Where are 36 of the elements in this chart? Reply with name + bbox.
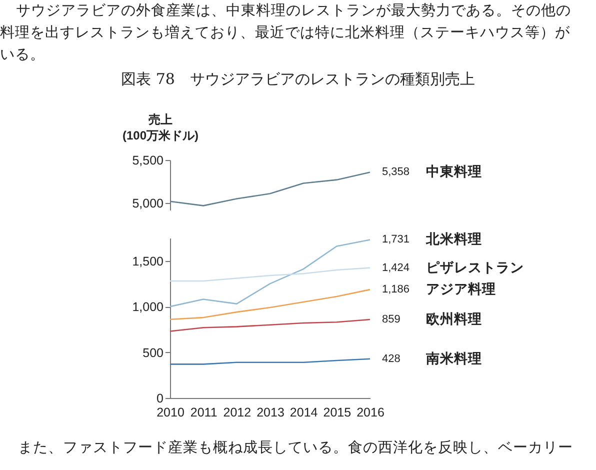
text: ピザレストラン bbox=[426, 260, 524, 276]
line-series bbox=[169, 172, 371, 206]
line-series bbox=[169, 267, 371, 282]
data-label: 1,424 bbox=[382, 262, 410, 274]
data-label: 1,731 bbox=[382, 234, 410, 246]
x-tick-label: 2012 bbox=[223, 406, 252, 420]
data-label: 5,358 bbox=[382, 166, 410, 178]
y-tick-label: 0 bbox=[156, 392, 164, 406]
text: サウジアラビアの外食産業は、中東料理のレストランが最大勢力である。その他の bbox=[15, 2, 572, 21]
x-tick-label: 2013 bbox=[256, 406, 284, 420]
y-axis-title: 売上 (100万米ドル) bbox=[122, 112, 199, 142]
chart-title: 図表 78 サウジアラビアのレストランの種類別売上 bbox=[120, 70, 476, 89]
text: 欧州料理 bbox=[426, 311, 482, 328]
line-series bbox=[169, 239, 371, 308]
y-tick-label: 5,500 bbox=[132, 154, 164, 168]
x-tick-label: 2015 bbox=[323, 406, 352, 420]
y-tick-label: 500 bbox=[142, 346, 164, 360]
text: 北米料理 bbox=[425, 232, 482, 248]
x-tick-label: 2016 bbox=[356, 406, 384, 420]
line-series bbox=[169, 318, 371, 332]
y-tick-label: 5,000 bbox=[132, 196, 164, 211]
x-tick-label: 2011 bbox=[190, 406, 218, 420]
y-tick-label: 1,500 bbox=[132, 254, 164, 268]
data-label: 859 bbox=[382, 313, 400, 326]
text: また、ファストフード産業も概ね成長している。食の西洋化を反映し、ベーカリー bbox=[17, 438, 574, 458]
text: いる。 bbox=[0, 46, 46, 65]
line-series bbox=[169, 288, 371, 320]
data-label: 1,186 bbox=[382, 284, 410, 296]
x-tick-label: 2014 bbox=[290, 406, 318, 420]
y-tick-label: 1,000 bbox=[132, 300, 164, 314]
x-tick-label: 2010 bbox=[156, 406, 184, 420]
text: アジア料理 bbox=[426, 282, 496, 298]
text: 料理を出すレストランも増えており、最近では特に北米料理（ステーキハウス等）が bbox=[0, 24, 571, 43]
text: 中東料理 bbox=[426, 164, 482, 180]
data-label: 428 bbox=[382, 352, 400, 365]
text: 南米料理 bbox=[425, 350, 482, 367]
